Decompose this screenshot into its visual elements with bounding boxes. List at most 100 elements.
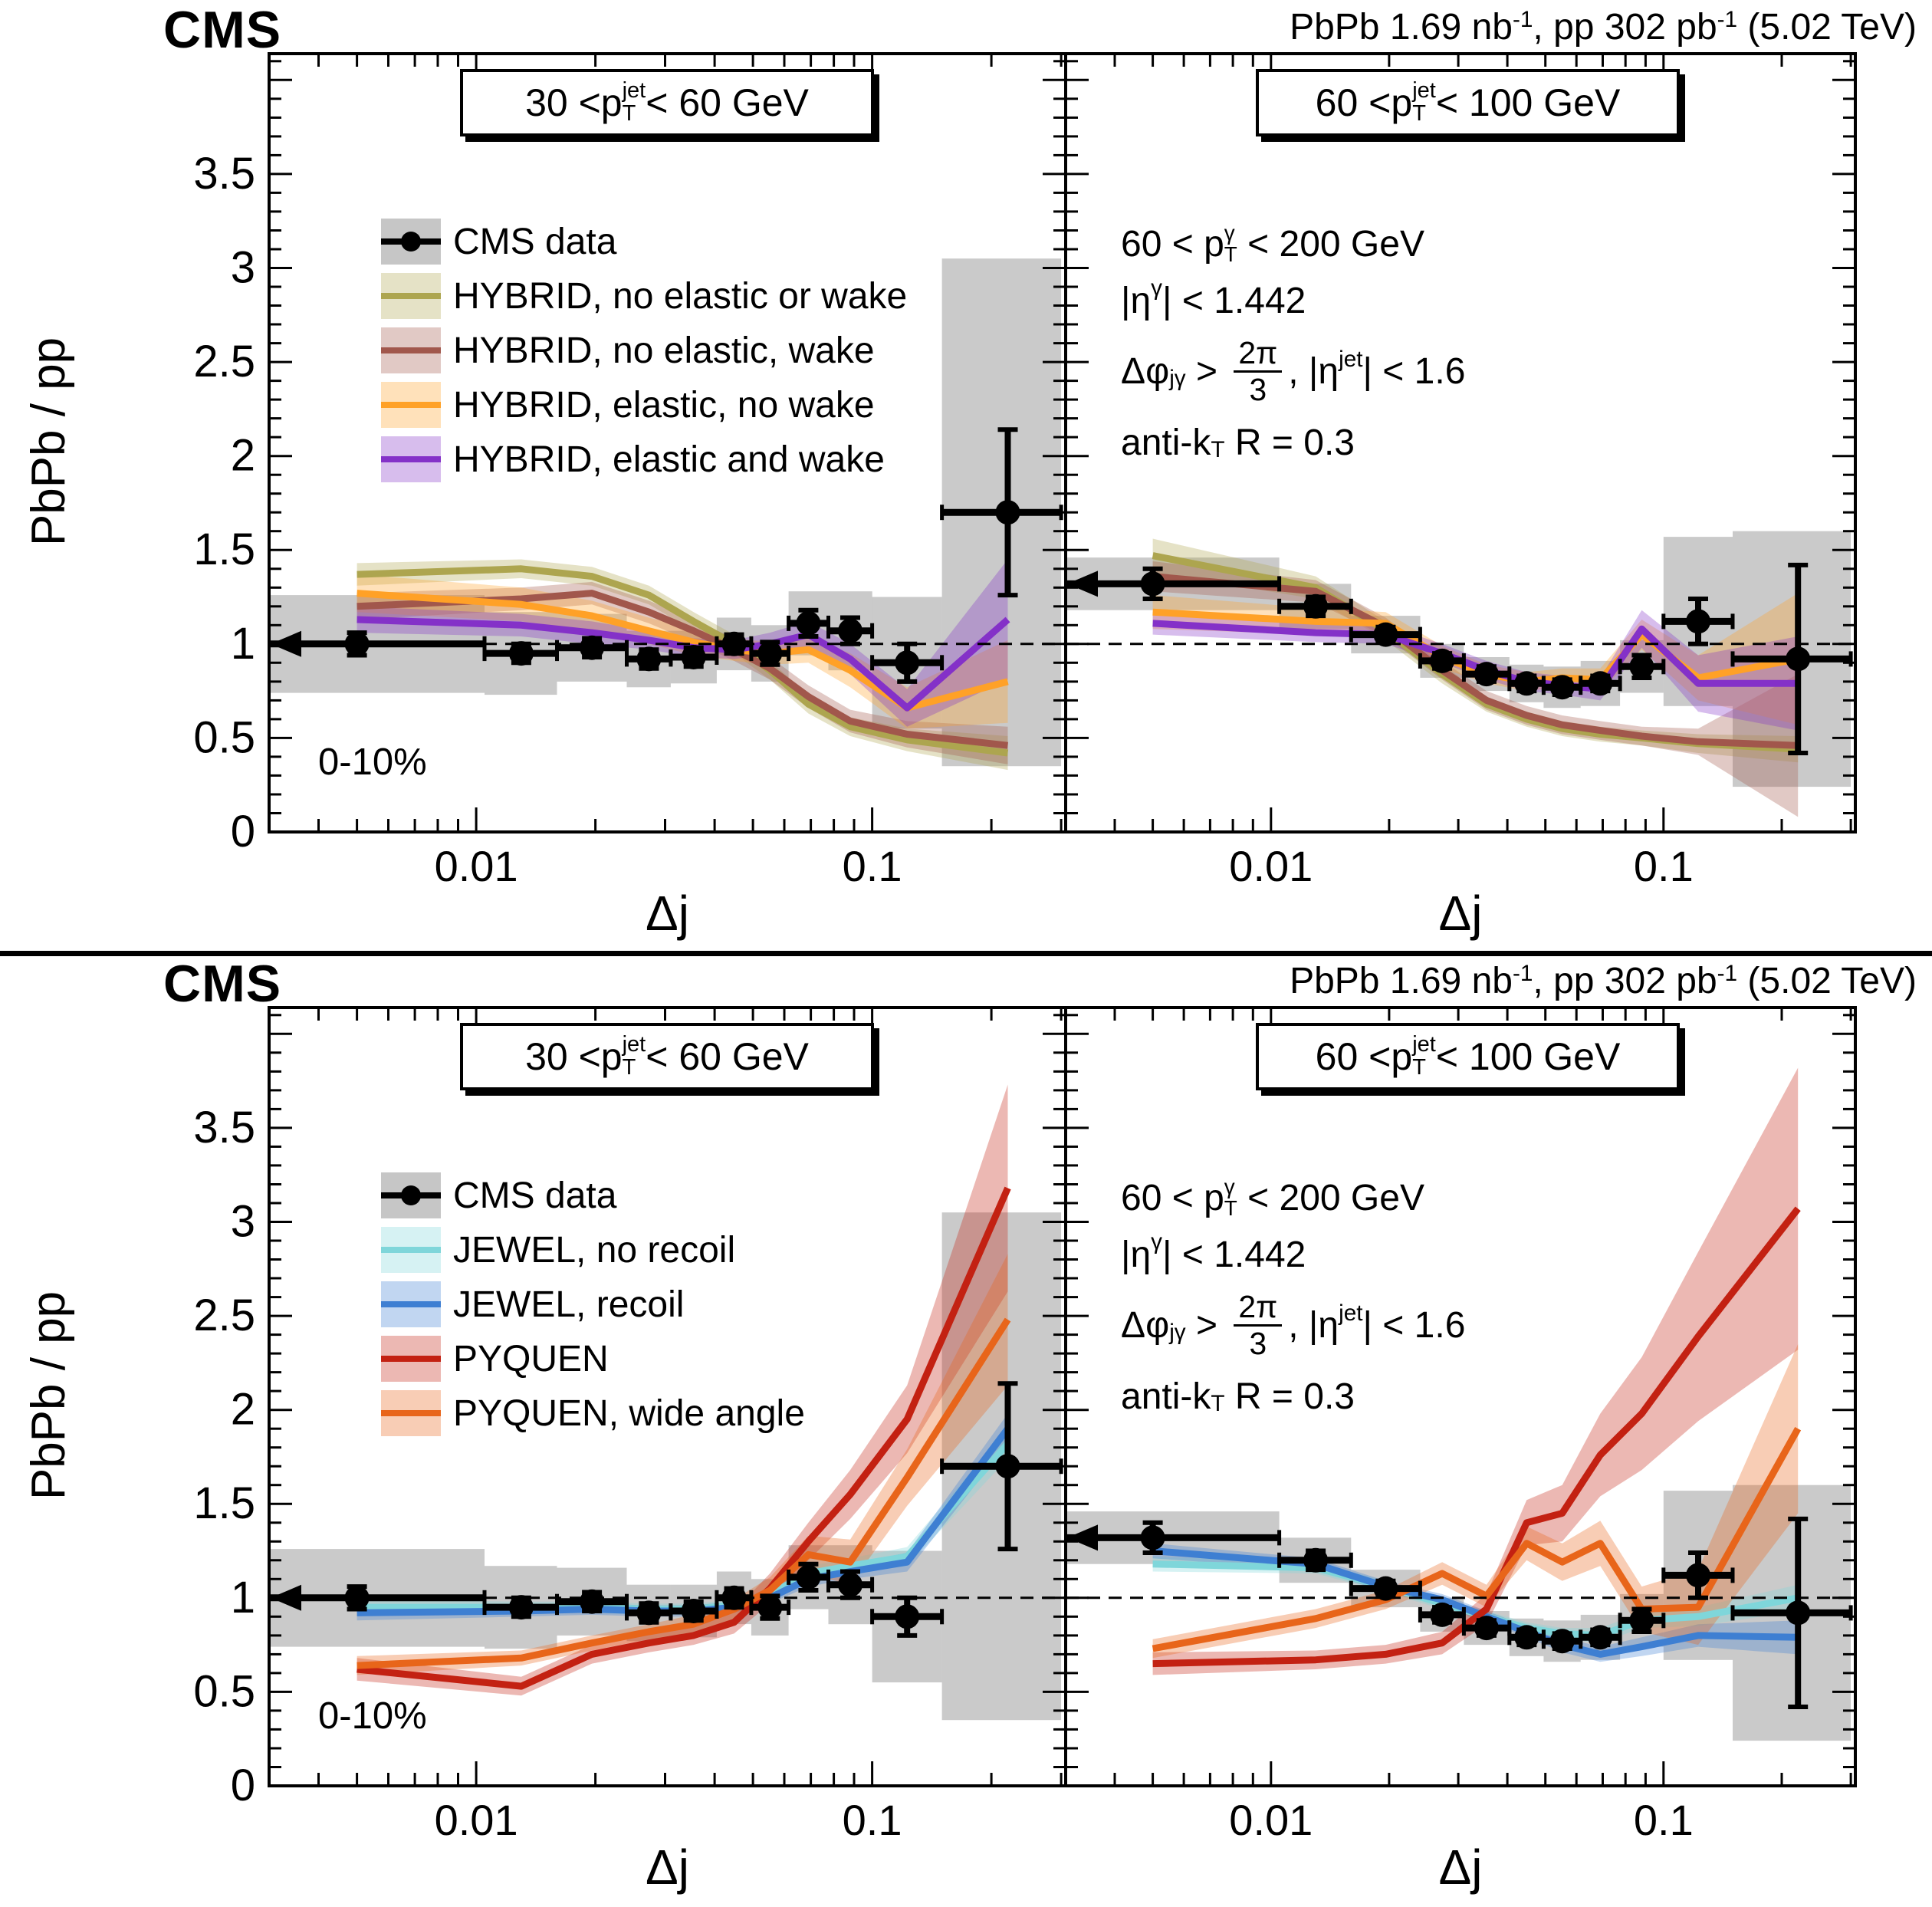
data-point xyxy=(1588,671,1613,696)
x-tick-label: 0.01 xyxy=(435,842,518,890)
data-point xyxy=(508,641,534,666)
data-point xyxy=(1629,654,1654,679)
data-point xyxy=(681,1599,706,1623)
y-tick-label: 2.5 xyxy=(193,1291,255,1340)
legend-label: HYBRID, no elastic or wake xyxy=(453,275,908,317)
legend-label: HYBRID, elastic, no wake xyxy=(453,384,875,426)
legend-entry: HYBRID, no elastic or wake xyxy=(381,272,907,320)
data-point xyxy=(1140,1525,1165,1550)
band-swatch-icon xyxy=(381,382,441,428)
figure-hybrid-models: CMS PbPb 1.69 nb-1, pp 302 pb-1 (5.02 Te… xyxy=(0,0,1932,953)
centrality-label: 0-10% xyxy=(318,741,427,783)
model-line-hybrid-no-elastic-wake xyxy=(1152,573,1799,749)
band-swatch-icon xyxy=(381,436,441,482)
data-point xyxy=(1474,1616,1499,1641)
info-line: anti-k T R = 0.3 xyxy=(1121,1376,1355,1418)
legend-entry: PYQUEN xyxy=(381,1335,805,1383)
legend-label: JEWEL, recoil xyxy=(453,1284,685,1325)
legend-entry: PYQUEN, wide angle xyxy=(381,1389,805,1437)
legend-label: HYBRID, elastic and wake xyxy=(453,439,885,480)
legend-label: CMS data xyxy=(453,221,617,262)
legend-entry: JEWEL, recoil xyxy=(381,1281,805,1328)
y-tick-label: 2 xyxy=(231,431,255,481)
x-axis-label: Δj xyxy=(1439,886,1483,941)
hybrid-ratio-chart: 0.01 0.1 0 0.5 1 1.5 2 2.5 3 3.5 Δj 0.01 0.1 Δj xyxy=(193,52,1857,941)
data-point xyxy=(1686,609,1710,634)
x-tick-label: 0.01 xyxy=(1229,1796,1313,1844)
fraction: 2π 3 xyxy=(1234,335,1283,408)
band-swatch-icon xyxy=(381,1281,441,1327)
legend-label: HYBRID, no elastic, wake xyxy=(453,330,875,371)
info-line: Δφ jγ > 2π 3, |η jet | < 1.6 xyxy=(1121,1288,1466,1362)
swatch-line-icon xyxy=(381,456,441,462)
band-swatch-icon xyxy=(381,1227,441,1273)
x-axis-label: Δj xyxy=(646,886,689,941)
data-point xyxy=(580,635,605,660)
data-point-icon xyxy=(401,1185,421,1205)
x-tick-label: 0.1 xyxy=(1634,842,1694,890)
data-point xyxy=(1140,571,1165,597)
data-point xyxy=(796,610,821,636)
band-swatch-icon xyxy=(381,1336,441,1382)
model-band-pyquen-wide-angle xyxy=(1152,1343,1799,1659)
info-line: |η γ | < 1.442 xyxy=(1121,275,1306,321)
data-point xyxy=(1629,1608,1654,1633)
luminosity-header: PbPb 1.69 nb-1, pp 302 pb-1 (5.02 TeV) xyxy=(1290,960,1917,1001)
data-point xyxy=(1588,1625,1613,1650)
legend-entry: CMS data xyxy=(381,218,907,265)
data-point xyxy=(838,618,863,643)
data-point xyxy=(1786,646,1811,672)
y-tick-label: 3.5 xyxy=(193,1103,255,1152)
figure-jewel-pyquen-models: CMS PbPb 1.69 nb-1, pp 302 pb-1 (5.02 Te… xyxy=(0,954,1932,1907)
y-tick-label: 1.5 xyxy=(193,524,255,574)
stacked-indices: jet T xyxy=(622,78,646,126)
x-tick-label: 0.1 xyxy=(843,842,902,890)
x-tick-label: 0.01 xyxy=(435,1796,518,1844)
swatch-line-icon xyxy=(381,293,441,299)
y-tick-label: 0 xyxy=(231,1761,255,1810)
data-point xyxy=(895,650,920,676)
panel-border xyxy=(1064,1006,1857,1787)
data-point xyxy=(1514,1625,1539,1650)
left-arrow-icon xyxy=(1067,570,1098,597)
panel-title-left: 30 < p jet T < 60 GeV xyxy=(460,69,874,136)
data-point xyxy=(1303,593,1329,619)
data-point xyxy=(757,1595,783,1620)
band-swatch-icon xyxy=(381,273,441,319)
y-tick-label: 1 xyxy=(231,1573,255,1623)
data-point xyxy=(721,1585,747,1610)
info-line: |η γ | < 1.442 xyxy=(1121,1228,1306,1275)
y-tick-label: 3.5 xyxy=(193,149,255,199)
data-point xyxy=(580,1589,605,1614)
data-point xyxy=(1514,671,1539,696)
model-line-pyquen xyxy=(1152,1206,1801,1668)
luminosity-header: PbPb 1.69 nb-1, pp 302 pb-1 (5.02 TeV) xyxy=(1290,6,1917,48)
legend-entry: JEWEL, no recoil xyxy=(381,1226,805,1274)
model-band-hybrid-elastic-no-wake xyxy=(356,574,1008,729)
x-tick-label: 0.01 xyxy=(1229,842,1313,890)
data-point xyxy=(1303,1547,1329,1573)
legend-label: JEWEL, no recoil xyxy=(453,1229,736,1271)
model-line-pyquen-wide-angle xyxy=(1152,1427,1802,1652)
legend-entry: CMS data xyxy=(381,1172,805,1219)
info-line: anti-k T R = 0.3 xyxy=(1121,422,1355,464)
data-point xyxy=(1786,1600,1811,1626)
cms-data-series xyxy=(1066,562,1853,755)
swatch-line-icon xyxy=(381,1247,441,1253)
data-point xyxy=(995,500,1020,525)
data-point xyxy=(838,1572,863,1597)
band-swatch-icon xyxy=(381,1390,441,1436)
legend: CMS data HYBRID, no elastic or wake HYBRID… xyxy=(381,218,907,483)
y-tick-label: 0.5 xyxy=(193,1666,255,1716)
stacked-indices: jet T xyxy=(1412,78,1436,126)
swatch-line-icon xyxy=(381,1356,441,1362)
data-point xyxy=(508,1595,534,1620)
data-point xyxy=(995,1454,1020,1479)
legend-label: PYQUEN, wide angle xyxy=(453,1392,805,1434)
data-point xyxy=(344,1585,370,1610)
swatch-line-icon xyxy=(381,402,441,408)
data-point xyxy=(636,646,662,672)
left-arrow-icon xyxy=(1067,1524,1098,1551)
stacked-indices: jet T xyxy=(1412,1032,1436,1080)
